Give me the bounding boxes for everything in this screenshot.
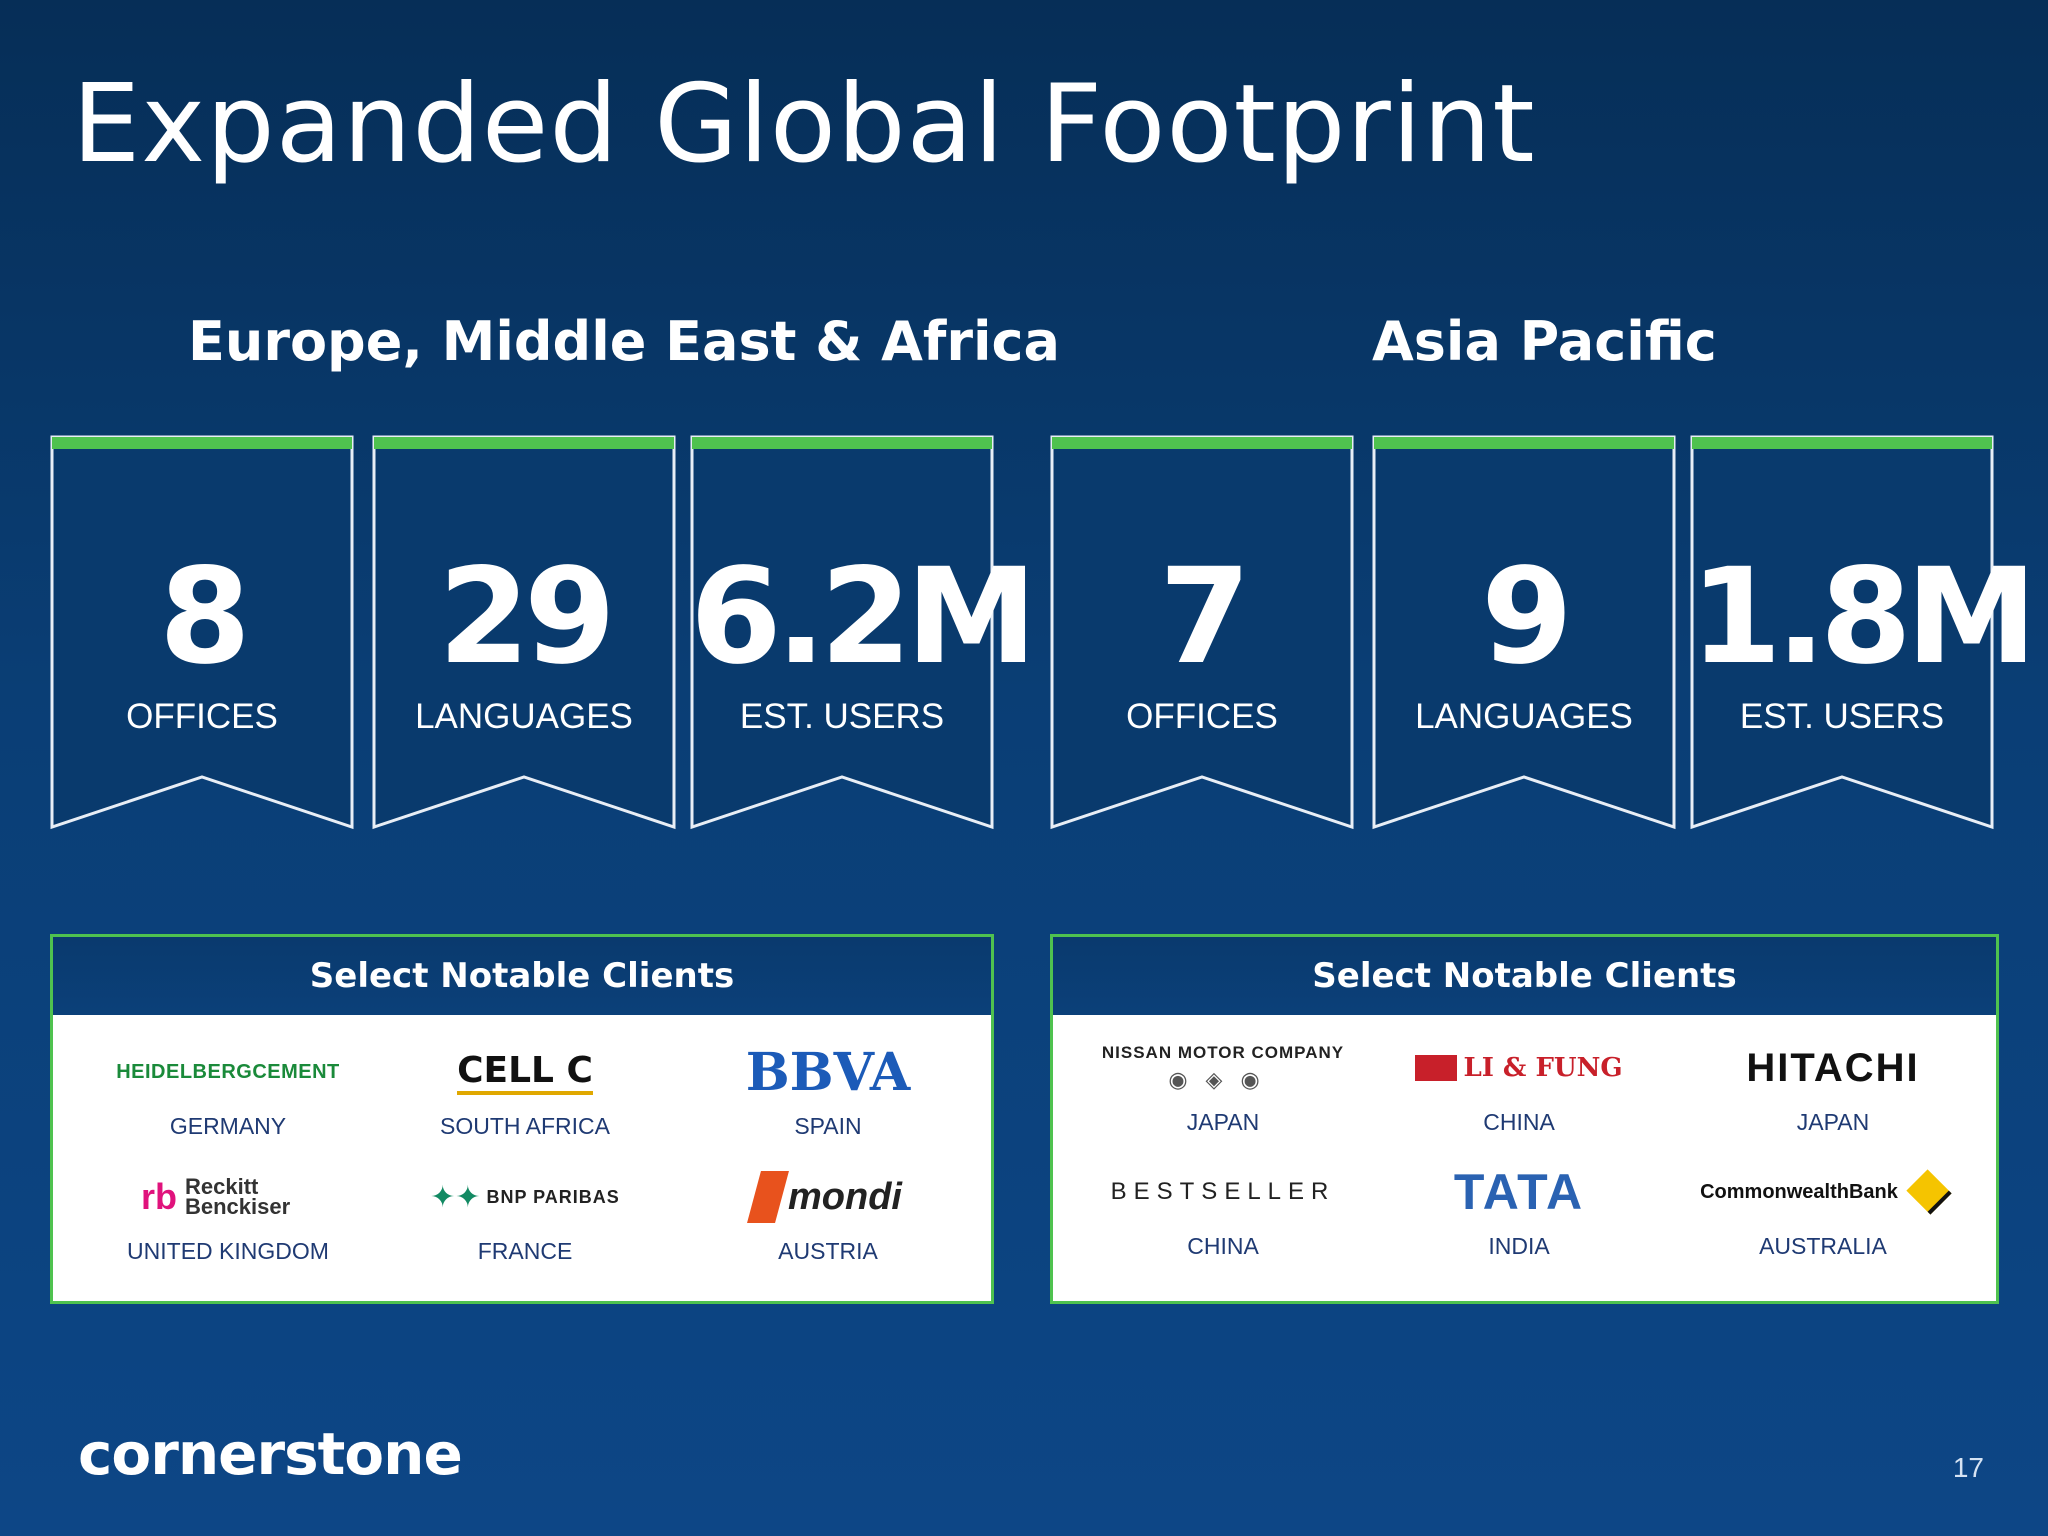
logo-text: CELL C: [457, 1050, 593, 1095]
client-country: UNITED KINGDOM: [127, 1238, 329, 1264]
stat-banner-emea-offices: 8 OFFICES: [50, 435, 354, 830]
logo-text: BBVA: [745, 1041, 911, 1103]
bnp-stars-icon: ✦✦: [430, 1180, 481, 1214]
logo-text: CommonwealthBank: [1700, 1180, 1898, 1203]
clients-panel-emea: Select Notable Clients HEIDELBERGCEMENT …: [50, 934, 994, 1304]
stat-value: 7: [1159, 540, 1251, 694]
logo-text: mondi: [788, 1175, 902, 1218]
stat-value: 29: [438, 540, 616, 694]
region-heading-apac: Asia Pacific: [1372, 310, 1717, 373]
client-country: AUSTRALIA: [1759, 1233, 1887, 1259]
stat-label: OFFICES: [126, 697, 278, 736]
li-fung-mark-icon: [1415, 1055, 1458, 1081]
li-fung-logo: LI & FUNG: [1369, 1033, 1669, 1103]
logo-text: HITACHI: [1746, 1045, 1920, 1090]
banner-shape: [1690, 435, 1994, 830]
logo-text: BESTSELLER: [1110, 1178, 1336, 1205]
client-country: GERMANY: [169, 1113, 287, 1139]
client-bnp-paribas: ✦✦ BNP PARIBAS FRANCE: [375, 1162, 675, 1265]
logo-text: Reckitt Benckiser: [185, 1174, 291, 1219]
banner-shape: [690, 435, 994, 830]
page-number: 17: [1952, 1452, 1984, 1483]
bbva-logo: BBVA: [678, 1037, 978, 1107]
logo-text: NISSAN MOTOR COMPANY: [1101, 1043, 1345, 1062]
region-heading-emea: Europe, Middle East & Africa: [188, 310, 1060, 373]
nissan-logo: NISSAN MOTOR COMPANY ◉◈◉: [1073, 1033, 1373, 1103]
logo-text: TATA: [1453, 1164, 1585, 1220]
stat-label: LANGUAGES: [415, 697, 633, 736]
stat-label: LANGUAGES: [1415, 697, 1633, 736]
client-heidelbergcement: HEIDELBERGCEMENT GERMANY: [78, 1037, 378, 1140]
client-country: INDIA: [1488, 1233, 1550, 1259]
client-country: FRANCE: [477, 1238, 573, 1264]
reckitt-benckiser-logo: rb Reckitt Benckiser: [78, 1162, 378, 1232]
client-country: CHINA: [1483, 1109, 1555, 1135]
commonwealth-diamond-icon: [1906, 1169, 1952, 1215]
client-cellc: CELL C SOUTH AFRICA: [375, 1037, 675, 1140]
bestseller-logo: BESTSELLER: [1073, 1157, 1373, 1227]
stat-value: 6.2M: [690, 540, 1037, 694]
logo-text: HEIDELBERGCEMENT: [116, 1060, 340, 1083]
bnp-paribas-logo: ✦✦ BNP PARIBAS: [375, 1162, 675, 1232]
client-country: SOUTH AFRICA: [440, 1113, 610, 1139]
cellc-logo: CELL C: [375, 1037, 675, 1107]
client-tata: TATA INDIA: [1369, 1157, 1669, 1260]
client-bbva: BBVA SPAIN: [678, 1037, 978, 1140]
tata-logo: TATA: [1369, 1157, 1669, 1227]
logo-text: cornerstone: [78, 1420, 463, 1488]
slide-title: Expanded Global Footprint: [72, 62, 1536, 187]
client-bestseller: BESTSELLER CHINA: [1073, 1157, 1373, 1260]
client-reckitt-benckiser: rb Reckitt Benckiser UNITED KINGDOM: [78, 1162, 378, 1265]
banner-shape: [372, 435, 676, 830]
heidelbergcement-logo: HEIDELBERGCEMENT: [78, 1037, 378, 1107]
stat-value: 8: [159, 540, 251, 694]
banner-shape: [1372, 435, 1676, 830]
client-country: JAPAN: [1186, 1109, 1260, 1135]
clients-heading: Select Notable Clients: [53, 937, 991, 1015]
logo-text: LI & FUNG: [1463, 1053, 1623, 1083]
logo-text: BNP PARIBAS: [486, 1186, 620, 1207]
stat-label: OFFICES: [1126, 697, 1278, 736]
banner-shape: [1050, 435, 1354, 830]
clients-panel-apac: Select Notable Clients NISSAN MOTOR COMP…: [1050, 934, 1999, 1304]
client-country: AUSTRIA: [778, 1238, 878, 1264]
stat-value: 1.8M: [1690, 540, 2037, 694]
cornerstone-logo: cornerstone: [78, 1420, 463, 1488]
client-mondi: mondi AUSTRIA: [678, 1162, 978, 1265]
rb-mark-icon: rb: [141, 1176, 177, 1217]
client-country: JAPAN: [1796, 1109, 1870, 1135]
hitachi-logo: HITACHI: [1683, 1033, 1983, 1103]
commonwealth-bank-logo: CommonwealthBank: [1653, 1157, 1993, 1227]
client-li-fung: LI & FUNG CHINA: [1369, 1033, 1669, 1136]
clients-heading: Select Notable Clients: [1053, 937, 1996, 1015]
client-country: SPAIN: [794, 1113, 862, 1139]
mondi-mark-icon: [747, 1171, 789, 1223]
client-hitachi: HITACHI JAPAN: [1683, 1033, 1983, 1136]
banner-shape: [50, 435, 354, 830]
nissan-brand-marks-icon: ◉◈◉: [1168, 1067, 1278, 1092]
stat-label: EST. USERS: [1739, 697, 1945, 736]
client-nissan: NISSAN MOTOR COMPANY ◉◈◉ JAPAN: [1073, 1033, 1373, 1136]
stat-banner-emea-languages: 29 LANGUAGES: [372, 435, 676, 830]
stat-value: 9: [1481, 540, 1573, 694]
stat-banner-apac-offices: 7 OFFICES: [1050, 435, 1354, 830]
stat-banner-emea-users: 6.2M EST. USERS: [690, 435, 1037, 830]
client-country: CHINA: [1187, 1233, 1259, 1259]
stat-label: EST. USERS: [739, 697, 945, 736]
stat-banner-apac-users: 1.8M EST. USERS: [1690, 435, 2037, 830]
stat-banner-apac-languages: 9 LANGUAGES: [1372, 435, 1676, 830]
mondi-logo: mondi: [678, 1162, 978, 1232]
client-commonwealth-bank: CommonwealthBank AUSTRALIA: [1653, 1157, 1993, 1260]
